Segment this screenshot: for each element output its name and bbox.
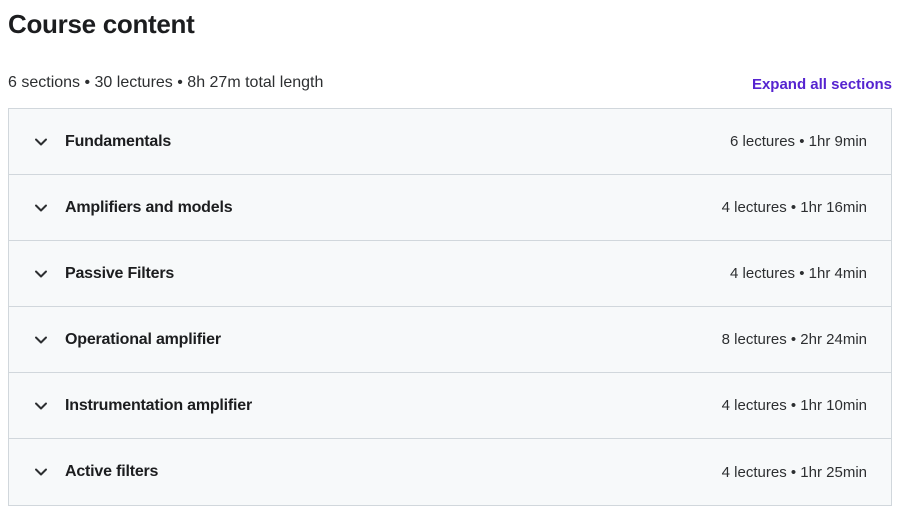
chevron-down-icon — [33, 200, 49, 216]
section-row[interactable]: Instrumentation amplifier 4 lectures • 1… — [9, 373, 891, 439]
section-meta: 4 lectures • 1hr 16min — [721, 199, 867, 216]
section-title: Instrumentation amplifier — [65, 396, 253, 414]
section-title: Fundamentals — [65, 132, 172, 150]
course-summary-row: 6 sections • 30 lectures • 8h 27m total … — [8, 73, 892, 93]
section-meta: 4 lectures • 1hr 4min — [730, 265, 867, 282]
section-title: Passive Filters — [65, 264, 175, 282]
section-meta: 6 lectures • 1hr 9min — [730, 133, 867, 150]
section-row[interactable]: Fundamentals 6 lectures • 1hr 9min — [9, 109, 891, 175]
course-sections-accordion: Fundamentals 6 lectures • 1hr 9min Ampli… — [8, 108, 892, 506]
expand-all-sections-button[interactable]: Expand all sections — [751, 76, 892, 93]
course-summary: 6 sections • 30 lectures • 8h 27m total … — [8, 74, 324, 91]
section-row[interactable]: Passive Filters 4 lectures • 1hr 4min — [9, 241, 891, 307]
section-title: Active filters — [65, 463, 159, 480]
section-row[interactable]: Operational amplifier 8 lectures • 2hr 2… — [9, 307, 891, 373]
section-meta: 4 lectures • 1hr 25min — [721, 463, 867, 481]
section-meta: 4 lectures • 1hr 10min — [721, 397, 867, 414]
chevron-down-icon — [33, 332, 49, 348]
chevron-down-icon — [33, 464, 49, 480]
section-title: Operational amplifier — [65, 330, 221, 348]
section-row[interactable]: Amplifiers and models 4 lectures • 1hr 1… — [9, 175, 891, 241]
section-row[interactable]: Active filters 4 lectures • 1hr 25min — [9, 439, 891, 505]
chevron-down-icon — [33, 266, 49, 282]
chevron-down-icon — [33, 398, 49, 414]
section-meta: 8 lectures • 2hr 24min — [721, 331, 867, 348]
chevron-down-icon — [33, 134, 49, 150]
page-title: Course content — [8, 9, 195, 39]
section-title: Amplifiers and models — [65, 198, 233, 216]
